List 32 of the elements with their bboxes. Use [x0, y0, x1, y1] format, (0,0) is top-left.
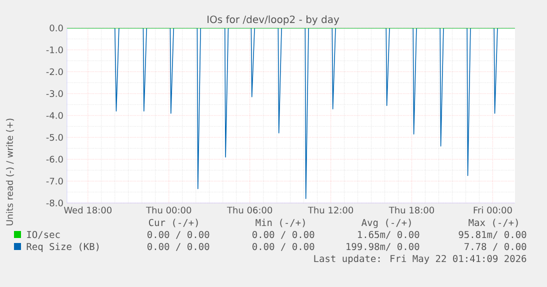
text: 95.81m/ 0.00	[458, 230, 526, 239]
text: Min (-/+)	[256, 218, 305, 228]
text: 0.00 / 0.00	[252, 230, 314, 239]
y-tick-label: -8.0	[46, 200, 63, 206]
text: Max (-/+)	[468, 218, 518, 228]
text: Avg (-/+)	[362, 218, 411, 228]
x-tick-label: Thu 12:00	[308, 206, 354, 214]
y-tick-label: -7.0	[46, 178, 63, 185]
x-tick-label: Fri 00:00	[474, 206, 512, 214]
text: 0.00 / 0.00	[148, 242, 210, 251]
text: 199.98m/ 0.00	[346, 242, 420, 251]
text: Last update: Fri May 22 01:41:09 2026	[314, 254, 526, 264]
y-tick-label: -3.0	[46, 90, 63, 98]
text: 1.65m/ 0.00	[358, 230, 420, 239]
x-tick-label: Thu 06:00	[226, 206, 272, 214]
legend-label: Req Size (KB)	[26, 242, 99, 252]
x-tick-label: Wed 18:00	[64, 206, 112, 214]
text: Cur (-/+)	[148, 218, 198, 228]
legend-label: IO/sec	[27, 230, 60, 239]
x-tick-label: Thu 00:00	[146, 206, 192, 214]
text: 7.78 / 0.00	[464, 242, 526, 251]
y-tick-label: 0.0	[50, 24, 63, 32]
y-tick-label: -4.0	[46, 112, 63, 119]
y-tick-label: -2.0	[46, 68, 63, 76]
x-tick-label: Thu 18:00	[388, 206, 434, 214]
y-axis-title: Units read (-) / write (+)	[6, 118, 14, 226]
y-tick-label: -6.0	[46, 156, 63, 163]
y-tick-label: -1.0	[46, 46, 63, 54]
text: 0.00 / 0.00	[252, 242, 314, 251]
text: 0.00 / 0.00	[148, 230, 210, 239]
chart-title: IOs for /dev/loop2 - by day	[208, 15, 340, 26]
y-tick-label: -5.0	[46, 134, 63, 141]
